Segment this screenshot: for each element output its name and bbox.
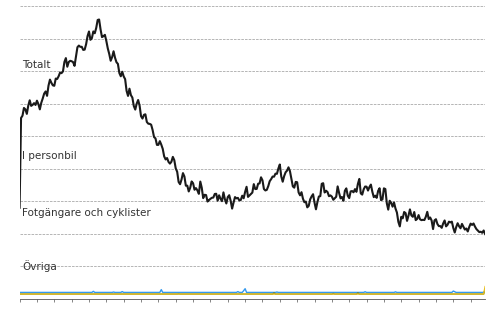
Text: Totalt: Totalt xyxy=(23,60,51,70)
Text: Övriga: Övriga xyxy=(23,260,57,272)
Text: Fotgängare och cyklister: Fotgängare och cyklister xyxy=(23,208,151,218)
Text: I personbil: I personbil xyxy=(23,151,77,161)
